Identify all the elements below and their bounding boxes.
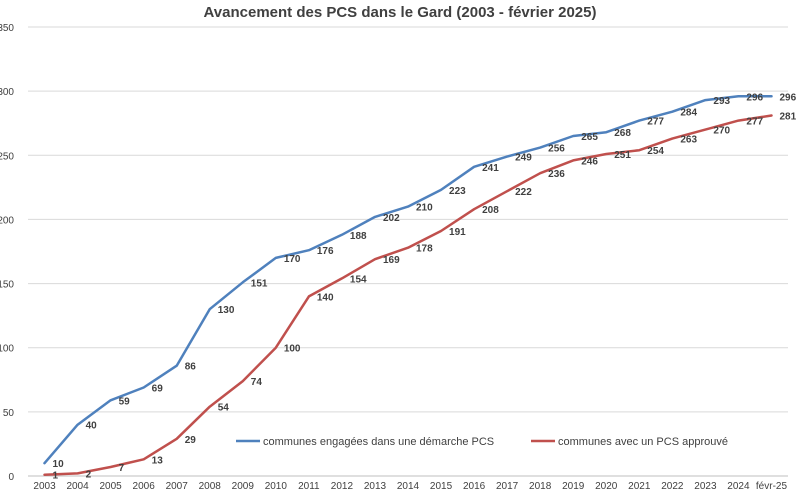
series-line-1 bbox=[43, 95, 773, 465]
x-tick-label: 2007 bbox=[166, 481, 189, 492]
data-label: 256 bbox=[548, 144, 565, 155]
data-label: 59 bbox=[119, 396, 131, 407]
data-label: 210 bbox=[416, 203, 433, 214]
x-tick-label: 2009 bbox=[232, 481, 255, 492]
x-axis-tick-labels: 2003 2004 2005 2006 2007 2008 2009 2010 2011 2012… bbox=[33, 481, 787, 492]
data-label: 254 bbox=[647, 146, 664, 157]
x-tick-label: 2006 bbox=[133, 481, 156, 492]
data-label: 2 bbox=[86, 469, 92, 480]
data-label: 151 bbox=[251, 278, 268, 289]
data-label: 54 bbox=[218, 403, 230, 414]
data-label: 29 bbox=[185, 435, 197, 446]
data-label: 130 bbox=[218, 305, 235, 316]
data-label: 265 bbox=[581, 132, 598, 143]
x-tick-label: 2008 bbox=[199, 481, 222, 492]
series-line-2 bbox=[43, 114, 773, 476]
data-label: 169 bbox=[383, 255, 400, 266]
x-tick-label: 2016 bbox=[463, 481, 486, 492]
x-tick-label: 2017 bbox=[496, 481, 519, 492]
data-label: 69 bbox=[152, 383, 164, 394]
data-label: 208 bbox=[482, 205, 499, 216]
data-label: 100 bbox=[284, 344, 301, 355]
data-label: 10 bbox=[53, 459, 65, 470]
data-label: 191 bbox=[449, 227, 466, 238]
x-tick-label: 2018 bbox=[529, 481, 552, 492]
data-label: 296 bbox=[779, 92, 796, 103]
x-tick-label: 2012 bbox=[331, 481, 354, 492]
data-label: 296 bbox=[746, 92, 763, 103]
x-tick-label: 2023 bbox=[694, 481, 717, 492]
x-tick-label: 2004 bbox=[66, 481, 89, 492]
data-label: 40 bbox=[86, 421, 98, 432]
data-label: 263 bbox=[680, 135, 697, 146]
x-tick-label: 2014 bbox=[397, 481, 420, 492]
data-label: 268 bbox=[614, 128, 631, 139]
data-label: 241 bbox=[482, 163, 499, 174]
x-tick-label: 2019 bbox=[562, 481, 585, 492]
y-tick-label: 150 bbox=[0, 280, 14, 291]
x-tick-label: 2024 bbox=[727, 481, 750, 492]
y-axis-tick-labels: 0 50 100 150 200 250 300 350 bbox=[0, 23, 14, 483]
x-tick-label: févr-25 bbox=[756, 481, 788, 492]
x-tick-label: 2020 bbox=[595, 481, 618, 492]
x-tick-label: 2010 bbox=[265, 481, 288, 492]
chart-title: Avancement des PCS dans le Gard (2003 - … bbox=[204, 4, 597, 21]
x-tick-label: 2011 bbox=[298, 481, 320, 492]
data-label: 170 bbox=[284, 254, 301, 265]
y-tick-label: 50 bbox=[3, 408, 15, 419]
data-label: 74 bbox=[251, 377, 263, 388]
legend-label-2: communes avec un PCS approuvé bbox=[558, 436, 728, 448]
data-label: 249 bbox=[515, 153, 532, 164]
data-label: 86 bbox=[185, 362, 197, 373]
data-label: 270 bbox=[713, 126, 730, 137]
data-label: 188 bbox=[350, 231, 367, 242]
x-tick-label: 2021 bbox=[628, 481, 651, 492]
y-tick-label: 350 bbox=[0, 23, 14, 34]
data-label: 1 bbox=[53, 471, 59, 482]
series-lines bbox=[43, 95, 773, 476]
x-tick-label: 2013 bbox=[364, 481, 387, 492]
data-label: 154 bbox=[350, 274, 367, 285]
data-label: 222 bbox=[515, 187, 532, 198]
data-label: 178 bbox=[416, 244, 433, 255]
x-tick-label: 2022 bbox=[661, 481, 684, 492]
data-label: 277 bbox=[647, 117, 664, 128]
data-label: 246 bbox=[581, 156, 598, 167]
data-label: 13 bbox=[152, 455, 164, 466]
data-label: 284 bbox=[680, 108, 697, 119]
x-tick-label: 2015 bbox=[430, 481, 453, 492]
data-labels: 10 40 59 69 86 130 151 170 176 188 202 210 223 241 249… bbox=[53, 92, 797, 481]
data-label: 176 bbox=[317, 246, 334, 257]
legend-label-1: communes engagées dans une démarche PCS bbox=[263, 436, 494, 448]
data-label: 251 bbox=[614, 150, 631, 161]
gridlines bbox=[28, 26, 788, 477]
y-tick-label: 250 bbox=[0, 151, 14, 162]
data-label: 281 bbox=[779, 112, 796, 123]
y-tick-label: 200 bbox=[0, 215, 14, 226]
y-tick-label: 100 bbox=[0, 344, 14, 355]
legend: communes engagées dans une démarche PCS c… bbox=[236, 436, 728, 448]
y-tick-label: 0 bbox=[8, 472, 14, 483]
x-tick-label: 2003 bbox=[33, 481, 56, 492]
data-label: 277 bbox=[746, 117, 763, 128]
data-label: 293 bbox=[713, 96, 730, 107]
data-label: 223 bbox=[449, 186, 466, 197]
y-tick-label: 300 bbox=[0, 87, 14, 98]
data-label: 202 bbox=[383, 213, 400, 224]
data-label: 140 bbox=[317, 292, 334, 303]
data-label: 236 bbox=[548, 169, 565, 180]
data-label: 7 bbox=[119, 463, 125, 474]
x-tick-label: 2005 bbox=[99, 481, 122, 492]
